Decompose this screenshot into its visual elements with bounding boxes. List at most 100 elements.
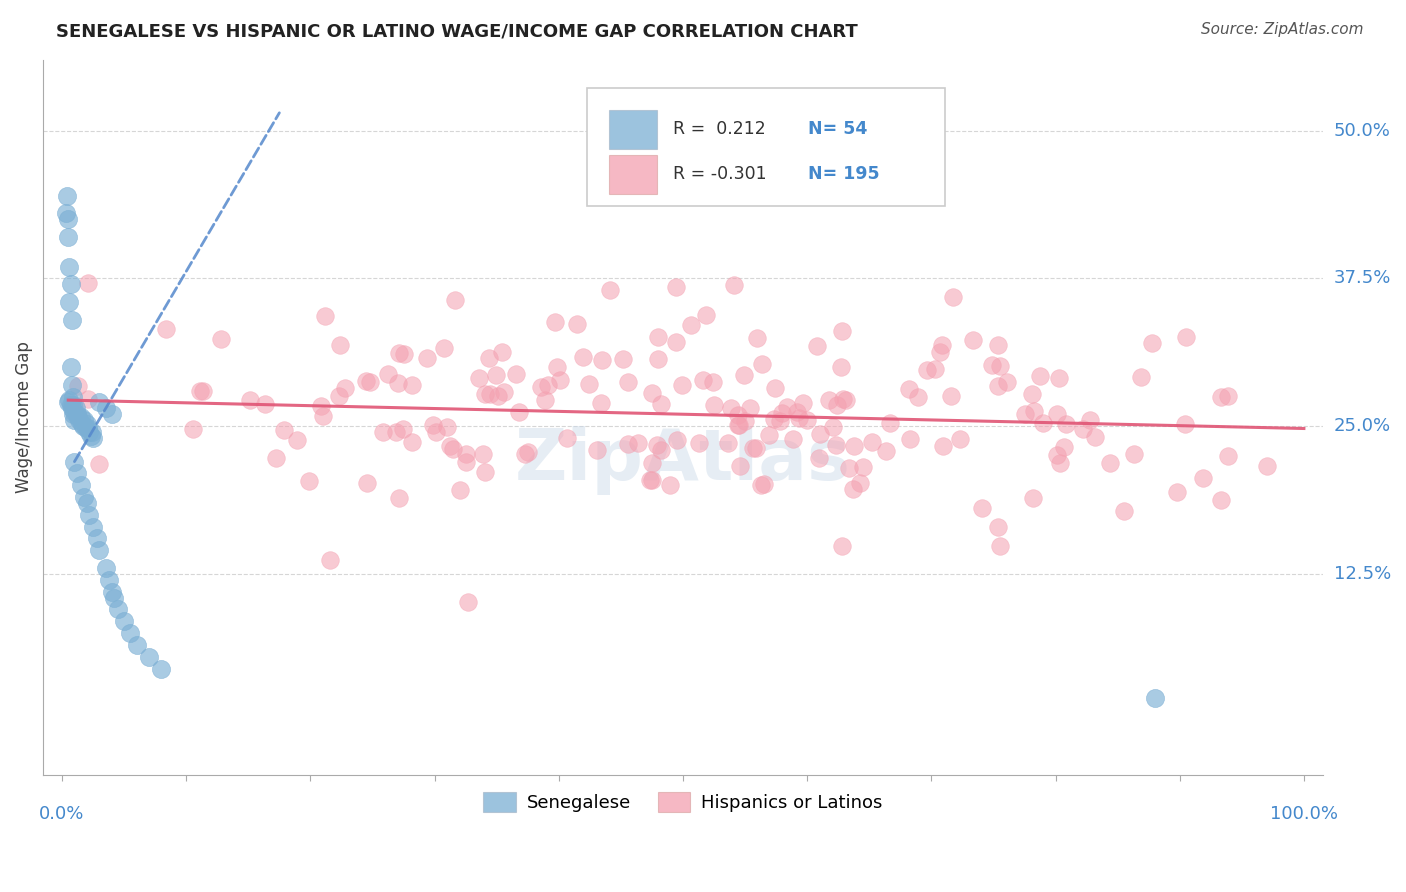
Point	[58, 230, 80, 244]
Point	[578, 376, 600, 391]
Point	[75, 421, 97, 435]
Point	[441, 442, 464, 456]
Point	[831, 539, 853, 553]
Point	[990, 539, 1012, 553]
Point	[929, 344, 952, 359]
Point	[89, 543, 111, 558]
Point	[388, 491, 411, 505]
Point	[72, 419, 94, 434]
Point	[392, 347, 415, 361]
Point	[76, 496, 98, 510]
Point	[69, 478, 91, 492]
Text: R = -0.301: R = -0.301	[672, 165, 766, 183]
Point	[297, 474, 319, 488]
Point	[832, 392, 855, 406]
Point	[806, 339, 828, 353]
Point	[58, 295, 80, 310]
Point	[89, 457, 111, 471]
Point	[1029, 368, 1052, 383]
Point	[1129, 370, 1152, 384]
Point	[77, 421, 100, 435]
Point	[63, 405, 86, 419]
Point	[76, 276, 98, 290]
Point	[860, 434, 883, 449]
Point	[703, 399, 725, 413]
Point	[572, 350, 595, 364]
Point	[76, 417, 98, 431]
Point	[741, 441, 763, 455]
Point	[67, 409, 90, 424]
Point	[1211, 390, 1233, 404]
Point	[478, 351, 501, 365]
Point	[879, 416, 901, 430]
Point	[1256, 458, 1278, 473]
Point	[425, 425, 447, 439]
Text: 37.5%: 37.5%	[1334, 269, 1391, 287]
Point	[100, 584, 122, 599]
Point	[537, 378, 560, 392]
Point	[62, 407, 84, 421]
Point	[457, 595, 479, 609]
Point	[387, 376, 409, 391]
Point	[1053, 440, 1076, 454]
Point	[612, 351, 634, 366]
Point	[1114, 504, 1136, 518]
Point	[333, 381, 356, 395]
Point	[897, 382, 920, 396]
Point	[94, 561, 117, 575]
Point	[55, 206, 77, 220]
Point	[439, 439, 461, 453]
Point	[617, 375, 640, 389]
Point	[1022, 404, 1045, 418]
Point	[769, 414, 792, 428]
Point	[1174, 417, 1197, 431]
Point	[745, 441, 768, 455]
Point	[309, 399, 332, 413]
Point	[66, 407, 89, 421]
Point	[849, 475, 872, 490]
Point	[385, 425, 408, 439]
Point	[59, 359, 82, 374]
Bar	[609, 110, 658, 149]
Point	[727, 408, 749, 422]
Point	[727, 418, 749, 433]
Point	[641, 474, 664, 488]
Point	[436, 419, 458, 434]
Point	[433, 342, 456, 356]
Point	[665, 335, 688, 350]
Point	[1175, 330, 1198, 344]
Point	[1216, 449, 1239, 463]
Point	[112, 614, 135, 628]
Point	[981, 358, 1004, 372]
Point	[851, 459, 873, 474]
Point	[73, 413, 96, 427]
Point	[842, 439, 865, 453]
Point	[763, 411, 786, 425]
Point	[67, 379, 90, 393]
Point	[191, 384, 214, 399]
Point	[987, 338, 1010, 352]
Point	[995, 375, 1018, 389]
Point	[671, 378, 693, 392]
Point	[456, 447, 478, 461]
Point	[491, 345, 513, 359]
Point	[319, 553, 342, 567]
Point	[449, 483, 471, 498]
Text: R =  0.212: R = 0.212	[672, 120, 765, 138]
Point	[787, 411, 810, 425]
Point	[640, 456, 662, 470]
Point	[665, 433, 688, 447]
Point	[752, 476, 775, 491]
Point	[73, 490, 96, 504]
Point	[1021, 387, 1043, 401]
Point	[515, 447, 537, 461]
Point	[647, 351, 669, 366]
Point	[702, 375, 724, 389]
Point	[650, 442, 672, 457]
Point	[79, 508, 101, 522]
Point	[150, 661, 173, 675]
Point	[751, 357, 773, 371]
Point	[939, 389, 962, 403]
Point	[209, 332, 232, 346]
Point	[1046, 407, 1069, 421]
